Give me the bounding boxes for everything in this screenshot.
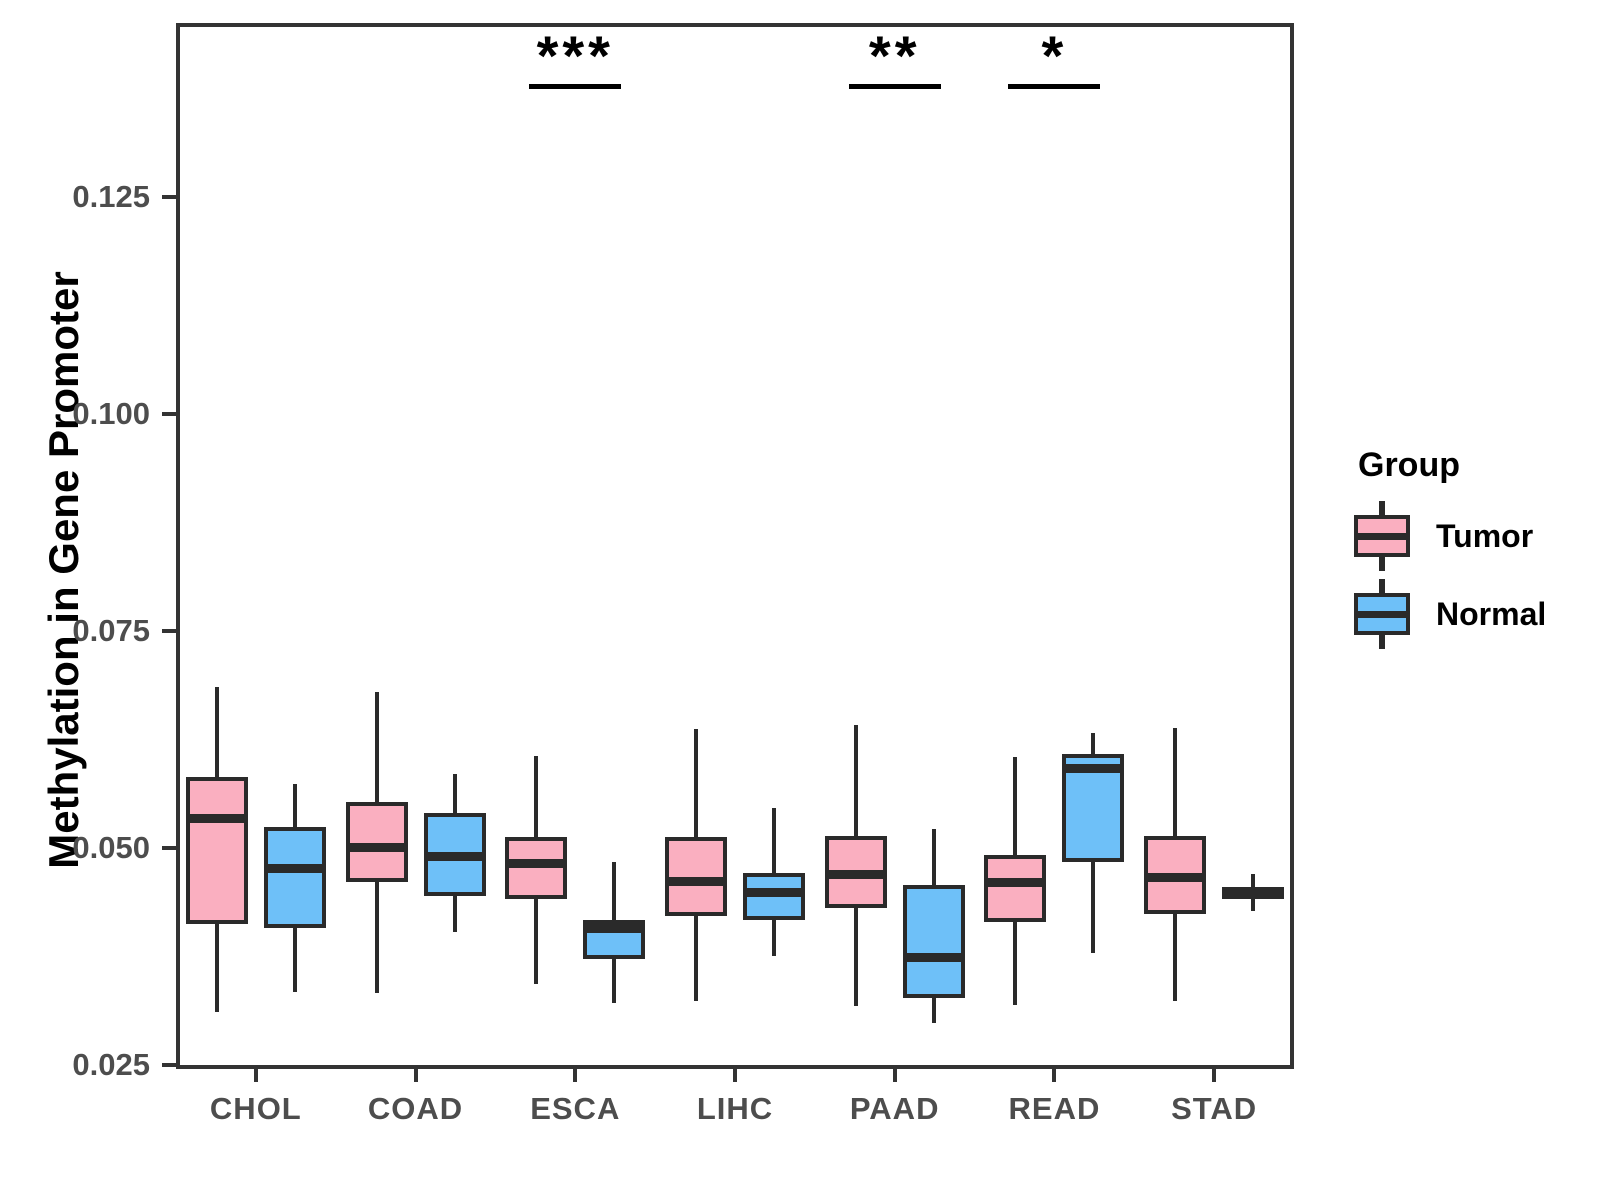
x-tick-label: COAD [367, 1091, 464, 1126]
median-line [665, 877, 727, 886]
significance-label: ** [868, 24, 921, 87]
y-tick-label: 0.025 [72, 1046, 150, 1082]
median-line [984, 877, 1047, 887]
legend-entry-normal: Normal [1336, 579, 1546, 649]
x-tick-mark [733, 1069, 737, 1082]
median-line [423, 851, 486, 861]
median-line [824, 870, 887, 880]
y-tick-mark [162, 1062, 176, 1067]
y-tick-label: 0.125 [72, 178, 150, 214]
boxplot-box-tumor-CHOL [185, 777, 248, 925]
legend-glyph-median [1354, 611, 1410, 618]
median-line [263, 863, 326, 873]
median-line [345, 843, 408, 853]
median-line [1222, 889, 1285, 899]
x-tick-mark [1212, 1069, 1217, 1082]
boxplot-box-tumor-COAD [345, 801, 408, 883]
significance-bar [1008, 84, 1101, 89]
legend-glyph-median [1354, 533, 1410, 540]
significance-bar [848, 84, 941, 89]
y-tick-mark [162, 194, 176, 199]
median-line [505, 858, 568, 868]
x-tick-mark [413, 1069, 418, 1082]
significance-label: * [1041, 24, 1068, 87]
boxplot-box-normal-PAAD [902, 884, 965, 998]
legend: Group Tumor Normal [1336, 446, 1546, 657]
x-tick-label: READ [1008, 1091, 1101, 1126]
legend-title: Group [1358, 446, 1460, 484]
y-axis-title: Methylation in Gene Promoter [40, 271, 87, 869]
x-tick-label: ESCA [530, 1091, 621, 1126]
x-tick-label: PAAD [849, 1091, 940, 1126]
boxplot-box-tumor-LIHC [665, 837, 727, 917]
y-tick-mark [162, 411, 176, 416]
plot-panel [176, 23, 1294, 1069]
x-tick-label: CHOL [209, 1091, 302, 1126]
y-tick-mark [162, 845, 176, 850]
x-tick-mark [253, 1069, 258, 1082]
x-tick-label: LIHC [696, 1091, 774, 1126]
y-tick-label: 0.100 [72, 395, 150, 431]
median-line [185, 813, 248, 823]
median-line [743, 888, 805, 898]
legend-label-tumor: Tumor [1436, 517, 1534, 554]
median-line [1062, 764, 1125, 774]
y-tick-label: 0.075 [72, 612, 150, 648]
legend-label-normal: Normal [1436, 595, 1547, 632]
significance-label: *** [536, 24, 614, 87]
boxplot-box-tumor-ESCA [505, 837, 568, 899]
significance-bar [529, 84, 622, 89]
legend-entry-tumor: Tumor [1336, 501, 1546, 571]
boxplot-box-normal-CHOL [263, 826, 326, 929]
x-tick-label: STAD [1171, 1091, 1258, 1126]
median-line [583, 923, 646, 933]
y-tick-label: 0.050 [72, 829, 150, 865]
median-line [902, 952, 965, 962]
x-tick-mark [573, 1069, 578, 1082]
legend-glyph-tumor [1354, 501, 1410, 571]
legend-glyph-normal [1354, 579, 1410, 649]
median-line [1144, 872, 1207, 882]
x-tick-mark [1052, 1069, 1057, 1082]
y-tick-mark [162, 628, 176, 633]
boxplot-box-tumor-READ [984, 855, 1047, 923]
x-tick-mark [892, 1069, 897, 1082]
